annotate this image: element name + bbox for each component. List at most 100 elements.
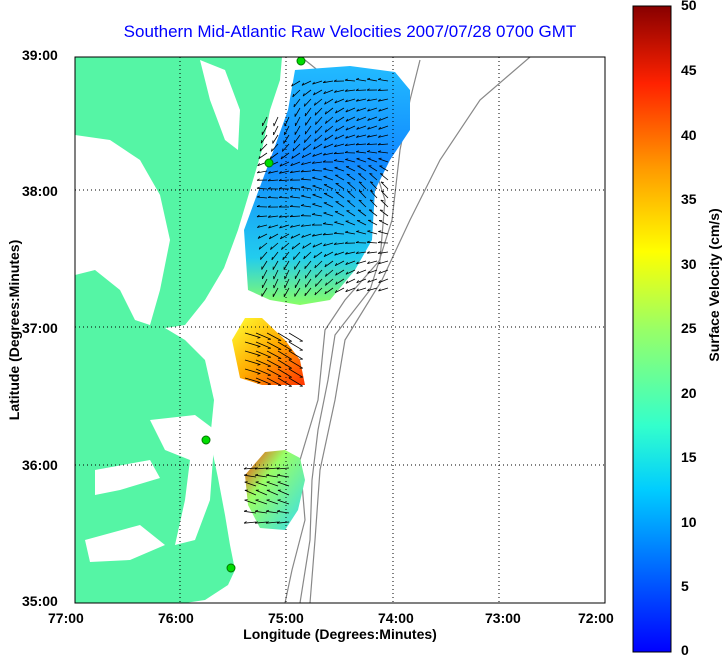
velocity-arrowhead <box>267 187 271 190</box>
velocity-arrowhead <box>323 91 326 94</box>
velocity-arrow <box>347 191 356 199</box>
velocity-arrowhead <box>323 253 327 257</box>
velocity-arrowhead <box>292 93 295 98</box>
velocity-arrowhead <box>333 159 338 161</box>
velocity-arrowhead <box>324 129 327 133</box>
velocity-arrow <box>345 166 356 172</box>
velocity-arrow <box>292 89 301 98</box>
velocity-arrowhead <box>322 80 326 84</box>
velocity-arrow <box>293 134 301 144</box>
velocity-arrowhead <box>345 135 348 139</box>
velocity-arrow <box>268 215 279 218</box>
x-tick-label: 76:00 <box>158 610 194 626</box>
velocity-arrow <box>367 251 378 254</box>
velocity-arrow <box>282 143 290 152</box>
velocity-arrowhead <box>358 173 362 175</box>
velocity-arrowhead <box>345 271 349 275</box>
velocity-arrowhead <box>355 88 359 91</box>
velocity-arrow <box>300 170 312 173</box>
velocity-arrow <box>314 134 323 142</box>
velocity-arrowhead <box>355 98 359 102</box>
velocity-arrow <box>266 510 279 514</box>
velocity-arrowhead <box>279 171 282 174</box>
velocity-arrowhead <box>315 283 317 287</box>
velocity-arrow <box>277 359 292 369</box>
velocity-arrow <box>277 332 292 342</box>
velocity-arrow <box>355 143 367 146</box>
velocity-arrow <box>279 161 290 167</box>
velocity-arrowhead <box>334 289 338 293</box>
velocity-arrowhead <box>259 148 262 152</box>
velocity-arrow <box>345 231 356 235</box>
velocity-arrowhead <box>333 151 337 155</box>
velocity-arrowhead <box>255 499 259 501</box>
velocity-arrow <box>269 233 279 240</box>
velocity-arrowhead <box>290 163 293 166</box>
colorbar-tick: 50 <box>681 0 697 13</box>
velocity-arrowhead <box>266 481 270 483</box>
velocity-arrow <box>323 212 334 217</box>
velocity-arrow <box>334 211 345 217</box>
velocity-arrow <box>366 143 378 145</box>
velocity-arrowhead <box>335 272 338 276</box>
velocity-arrowhead <box>322 222 327 225</box>
velocity-arrowhead <box>370 190 374 192</box>
velocity-arrow <box>315 116 323 125</box>
velocity-arrow <box>289 187 301 190</box>
velocity-arrow <box>283 287 290 297</box>
velocity-arrow <box>367 116 378 121</box>
velocity-arrow <box>265 467 279 470</box>
velocity-arrow <box>256 187 268 190</box>
colorbar-tick: 20 <box>681 385 697 401</box>
velocity-arrowhead <box>300 169 304 173</box>
velocity-arrow <box>290 224 301 228</box>
velocity-arrow <box>345 125 356 131</box>
velocity-arrowhead <box>301 82 305 86</box>
velocity-arrowhead <box>358 181 362 184</box>
velocity-arrowhead <box>293 256 295 260</box>
velocity-arrowhead <box>256 204 260 207</box>
velocity-arrow <box>312 185 323 190</box>
velocity-arrow <box>313 143 323 150</box>
velocity-arrow <box>244 521 257 524</box>
velocity-arrowhead <box>356 126 359 130</box>
velocity-arrow <box>312 194 323 199</box>
velocity-arrow <box>273 125 279 136</box>
velocity-arrow <box>335 183 345 190</box>
velocity-arrow <box>380 190 389 199</box>
velocity-arrow <box>269 152 279 160</box>
velocity-arrow <box>356 260 367 265</box>
velocity-arrowhead <box>276 473 281 476</box>
velocity-arrow <box>367 151 378 154</box>
velocity-arrow <box>244 510 257 514</box>
velocity-arrow <box>295 116 301 127</box>
velocity-arrowhead <box>271 256 273 260</box>
velocity-arrow <box>262 278 268 289</box>
velocity-arrowhead <box>366 98 370 102</box>
velocity-arrow <box>255 481 268 487</box>
velocity-arrow <box>273 278 279 289</box>
velocity-arrowhead <box>334 262 338 266</box>
velocity-arrowhead <box>356 108 359 112</box>
velocity-arrowhead <box>279 236 283 240</box>
velocity-arrow <box>379 165 389 172</box>
velocity-arrow <box>380 173 389 181</box>
velocity-arrowhead <box>265 509 270 512</box>
velocity-arrowhead <box>278 187 282 190</box>
velocity-arrowhead <box>378 261 381 265</box>
velocity-arrowhead <box>313 92 316 96</box>
velocity-arrowhead <box>312 193 316 196</box>
velocity-arrow <box>244 368 261 374</box>
velocity-arrow <box>312 214 323 217</box>
velocity-arrowhead <box>345 109 349 113</box>
velocity-arrow <box>301 161 312 166</box>
velocity-arrow <box>304 287 312 297</box>
velocity-arrowhead <box>268 236 272 240</box>
velocity-arrow <box>243 467 257 470</box>
velocity-arrowhead <box>278 195 282 198</box>
velocity-arrowhead <box>301 154 305 158</box>
velocity-arrow <box>323 168 334 172</box>
velocity-arrowhead <box>300 204 305 206</box>
velocity-arrow <box>281 242 290 250</box>
velocity-arrowhead <box>324 111 327 115</box>
